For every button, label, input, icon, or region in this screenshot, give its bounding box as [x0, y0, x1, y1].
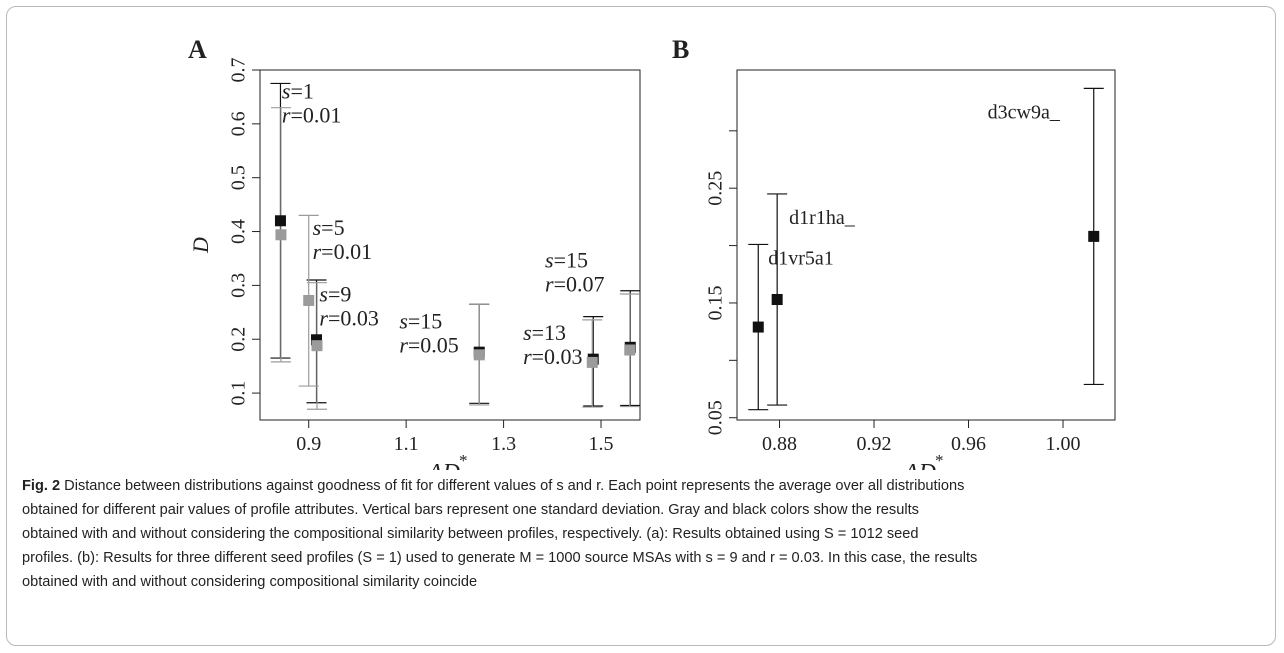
caption-line-1: Fig. 2 Distance between distributions ag…: [22, 474, 1262, 498]
point-label: d1r1ha_: [789, 207, 856, 229]
x-axis-label: ADup*: [902, 451, 953, 470]
figure-plots: A 0.1 0.2 0.3 0.4 0.5 0.6 0.7 0.9 1.1 1.3 1.5 D ADup*…: [188, 35, 1116, 470]
y-tick-label: 0.2: [228, 327, 250, 352]
point-label: d3cw9a_: [988, 101, 1061, 123]
annotation-s: s=5: [313, 215, 345, 240]
data-point: [274, 215, 286, 227]
plot-area-border: [259, 69, 641, 421]
y-tick-label: 0.3: [228, 273, 250, 298]
annotation-s: s=9: [319, 281, 351, 306]
caption-line-5: obtained with and without considering co…: [22, 574, 478, 590]
panel-label: A: [188, 35, 207, 64]
data-point: [275, 229, 287, 241]
y-tick-label: 0.5: [228, 165, 250, 190]
data-point: [752, 321, 764, 333]
y-tick-label: 0.4: [228, 219, 250, 244]
annotation-s: s=15: [399, 308, 442, 333]
annotation-s: s=13: [523, 320, 566, 345]
point-label: d1vr5a1: [768, 247, 834, 269]
panel-label: B: [672, 35, 689, 64]
x-tick-label: 0.92: [857, 433, 892, 455]
caption-line-2: obtained for different pair values of pr…: [22, 502, 919, 518]
caption-fig-label: Fig. 2: [22, 478, 61, 494]
annotation-s: s=1: [282, 78, 314, 103]
data-point: [303, 294, 315, 306]
x-tick-label: 1.3: [491, 433, 516, 455]
y-tick-label: 0.7: [228, 58, 250, 83]
y-tick-label: 0.15: [705, 285, 727, 320]
data-point: [771, 294, 783, 306]
figure-frame: [6, 6, 1276, 646]
caption-text-1: Distance between distributions against g…: [64, 478, 965, 494]
annotation-r: r=0.03: [523, 344, 582, 369]
x-tick-label: 1.1: [394, 433, 419, 455]
x-tick-label: 0.88: [762, 433, 797, 455]
data-point: [586, 356, 598, 368]
x-axis-label: ADup*: [426, 451, 477, 470]
annotation-r: r=0.07: [545, 271, 604, 296]
panel-a: A 0.1 0.2 0.3 0.4 0.5 0.6 0.7 0.9 1.1 1.3 1.5 D ADup*…: [188, 35, 641, 470]
panel-b: B 0.05 0.15 0.25 0.88 0.92 0.96 1.00 ADup* d1vr5a…: [672, 35, 1116, 470]
data-point: [624, 344, 636, 356]
figure-caption: Fig. 2 Distance between distributions ag…: [22, 474, 1262, 594]
x-tick-label: 1.5: [589, 433, 614, 455]
plot-area-border: [736, 69, 1116, 421]
x-tick-label: 1.00: [1046, 433, 1081, 455]
data-point: [1088, 230, 1100, 242]
data-point: [311, 340, 323, 352]
annotation-r: r=0.01: [282, 102, 341, 127]
y-tick-label: 0.6: [228, 111, 250, 136]
y-tick-label: 0.25: [705, 171, 727, 206]
annotation-r: r=0.05: [399, 332, 458, 357]
data-point: [311, 334, 323, 346]
x-tick-label: 0.9: [296, 433, 321, 455]
data-point: [473, 349, 485, 361]
caption-line-4: profiles. (b): Results for three differe…: [22, 550, 978, 566]
annotation-r: r=0.01: [313, 239, 372, 264]
annotation-r: r=0.03: [319, 305, 378, 330]
annotation-s: s=15: [545, 247, 588, 272]
y-tick-label: 0.1: [228, 381, 250, 406]
caption-line-3: obtained with and without considering th…: [22, 526, 919, 542]
y-axis-label: D: [188, 237, 213, 254]
x-tick-label: 0.96: [951, 433, 986, 455]
y-tick-label: 0.05: [705, 400, 727, 435]
